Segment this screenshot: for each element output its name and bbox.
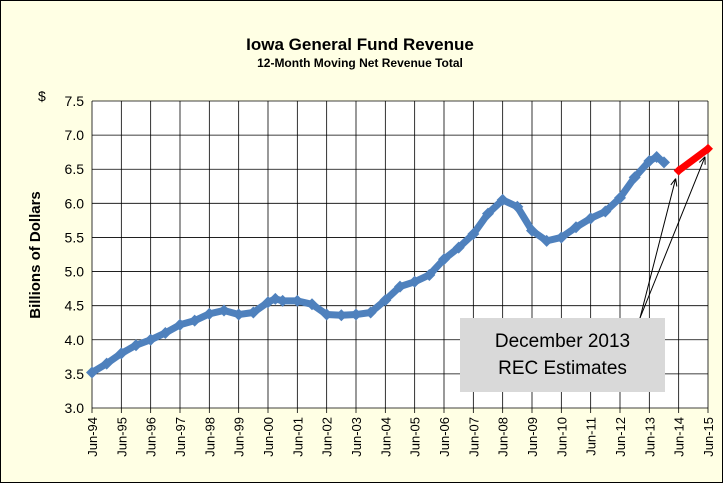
x-tick-label: Jun-13 — [642, 417, 657, 457]
data-point — [218, 304, 230, 317]
chart-title: Iowa General Fund Revenue — [246, 35, 474, 54]
x-tick-label: Jun-96 — [144, 417, 159, 457]
data-point — [203, 307, 216, 320]
data-point — [599, 205, 612, 218]
annotation-arrow — [639, 178, 677, 319]
y-tick-label: 4.5 — [65, 298, 85, 314]
data-point — [394, 280, 406, 293]
y-tick-label: 6.5 — [65, 161, 85, 177]
data-point — [130, 339, 142, 352]
x-tick-label: Jun-01 — [290, 417, 305, 457]
annotation-text: REC Estimates — [498, 358, 627, 379]
data-point — [555, 231, 568, 244]
data-point — [526, 224, 538, 237]
data-point — [650, 150, 663, 163]
data-point — [144, 333, 157, 346]
y-tick-label: 5.0 — [65, 264, 85, 280]
data-point — [306, 298, 318, 311]
data-point — [673, 165, 684, 176]
x-tick-label: Jun-08 — [496, 417, 511, 457]
y-axis-label: Billions of Dollars — [27, 191, 44, 319]
data-point — [86, 366, 98, 379]
arrow-head — [670, 178, 678, 187]
x-tick-label: Jun-95 — [114, 417, 129, 457]
data-point — [100, 357, 113, 370]
x-tick-label: Jun-11 — [584, 417, 599, 456]
data-point — [628, 171, 641, 184]
y-tick-label: 3.0 — [65, 400, 85, 416]
data-point — [452, 241, 465, 254]
data-point — [115, 347, 128, 360]
x-tick-label: Jun-98 — [202, 417, 217, 457]
y-tick-label: 7.5 — [65, 93, 85, 109]
annotation-box — [460, 318, 665, 392]
data-point — [703, 143, 713, 154]
x-tick-label: Jun-05 — [408, 417, 423, 457]
data-point — [335, 309, 348, 322]
x-tick-label: Jun-06 — [437, 417, 452, 457]
chart-subtitle: 12-Month Moving Net Revenue Total — [257, 56, 463, 70]
annotation-arrow — [639, 156, 706, 319]
data-point — [364, 306, 377, 319]
data-point — [658, 156, 670, 169]
y-tick-label: 6.0 — [65, 195, 85, 211]
data-point — [614, 191, 626, 204]
data-point — [291, 294, 304, 307]
series-line — [676, 145, 711, 174]
data-point — [408, 275, 421, 288]
y-unit: $ — [38, 88, 46, 104]
x-tick-label: Jun-14 — [672, 417, 687, 457]
x-tick-label: Jun-12 — [613, 417, 628, 457]
data-point — [438, 253, 450, 266]
data-point — [467, 228, 480, 241]
data-point — [379, 294, 392, 307]
x-tick-label: Jun-02 — [320, 417, 335, 457]
x-tick-label: Jun-97 — [173, 417, 188, 457]
arrow-head — [699, 156, 706, 165]
data-point — [247, 306, 260, 319]
x-tick-label: Jun-10 — [554, 417, 569, 457]
x-tick-label: Jun-07 — [466, 417, 481, 457]
y-tick-label: 3.5 — [65, 366, 85, 382]
y-tick-label: 5.5 — [65, 229, 85, 245]
data-point — [584, 212, 597, 225]
x-tick-label: Jun-09 — [525, 417, 540, 457]
data-point — [350, 308, 362, 321]
x-tick-label: Jun-00 — [261, 417, 276, 457]
data-point — [320, 308, 333, 321]
data-point — [232, 308, 245, 321]
data-point — [570, 221, 582, 234]
data-point — [496, 193, 509, 206]
data-point — [174, 318, 186, 331]
x-tick-label: Jun-15 — [701, 417, 716, 457]
data-point — [540, 234, 553, 247]
data-point — [511, 200, 524, 213]
data-point — [188, 314, 201, 327]
y-tick-label: 7.0 — [65, 127, 85, 143]
data-point — [159, 326, 172, 339]
x-tick-label: Jun-99 — [232, 417, 247, 457]
data-point — [482, 207, 494, 220]
y-tick-label: 4.0 — [65, 332, 85, 348]
data-point — [276, 294, 289, 307]
data-point — [423, 268, 436, 281]
annotation-text: December 2013 — [495, 331, 630, 352]
x-tick-label: Jun-03 — [349, 417, 364, 457]
x-tick-label: Jun-94 — [85, 417, 100, 457]
x-tick-label: Jun-04 — [378, 417, 393, 457]
